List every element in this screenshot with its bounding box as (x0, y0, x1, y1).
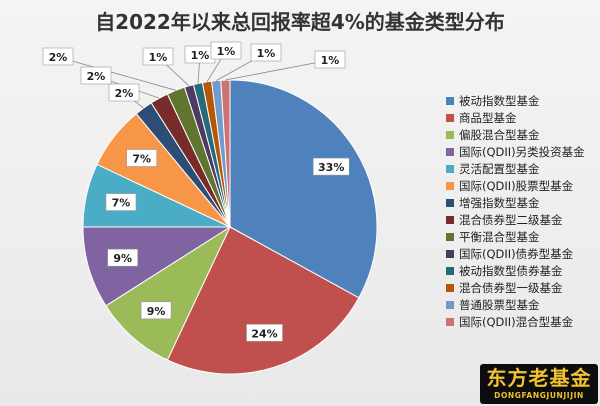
watermark-main-text: 东方老基金 (486, 366, 592, 390)
legend-item: 被动指数型债券基金 (446, 262, 598, 279)
data-label-box: 2% (108, 83, 140, 102)
data-label-box: 1% (314, 50, 346, 69)
data-label-background (126, 149, 157, 167)
data-label: 9% (113, 252, 132, 265)
legend-swatch (446, 317, 454, 326)
data-label: 24% (251, 327, 277, 340)
legend-item: 偏股混合型基金 (446, 126, 598, 143)
data-label: 2% (49, 51, 68, 64)
legend-item: 国际(QDII)另类投资基金 (446, 143, 598, 160)
legend-label: 国际(QDII)股票型基金 (459, 178, 574, 193)
data-label: 9% (147, 305, 166, 318)
data-label-background (140, 301, 172, 320)
chart-title: 自2022年以来总回报率超4%的基金类型分布 (95, 10, 505, 34)
data-label-background (142, 47, 174, 66)
pie-slice (229, 79, 378, 299)
data-label-background (80, 66, 112, 85)
pie-slice (105, 225, 232, 361)
legend-item: 普通股票型基金 (446, 296, 598, 313)
legend-swatch (446, 266, 454, 275)
chart-legend: 被动指数型基金 商品型基金偏股混合型基金国际(QDII)另类投资基金 灵活配置型基金… (446, 92, 598, 330)
data-label-box: 7% (126, 149, 157, 167)
data-label-box: 33% (312, 157, 350, 176)
data-label-background (42, 47, 74, 66)
legend-item: 混合债券型一级基金 (446, 279, 598, 296)
data-label-background (105, 193, 137, 211)
data-label-box: 1% (142, 47, 174, 66)
legend-item: 国际(QDII)债券型基金 (446, 245, 598, 262)
pie-slice (82, 226, 232, 307)
watermark-sub-text: DONGFANGJUNJIJIN (494, 391, 584, 400)
legend-item: 商品型基金 (446, 109, 598, 126)
leader-line (57, 56, 176, 91)
pie-data-labels: 33% 24% 9% 9% 7% 7% 2% 2% 2% 1% 1% 1% 1% 1% (42, 41, 350, 342)
legend-item: 灵活配置型基金 (446, 160, 598, 177)
pie-slice (166, 226, 360, 375)
legend-label: 国际(QDII)另类投资基金 (459, 144, 585, 159)
data-label: 2% (115, 87, 134, 100)
data-label: 1% (149, 51, 168, 64)
legend-swatch (446, 283, 454, 292)
data-label: 1% (191, 49, 210, 62)
legend-label: 国际(QDII)混合型基金 (459, 314, 574, 329)
data-label-box: 1% (184, 45, 216, 64)
legend-swatch (446, 113, 454, 122)
data-label: 2% (87, 70, 106, 83)
data-label-box: 2% (80, 66, 112, 85)
legend-swatch (446, 300, 454, 309)
legend-item: 增强指数型基金 (446, 194, 598, 211)
legend-swatch (446, 181, 454, 190)
legend-item: 国际(QDII)股票型基金 (446, 177, 598, 194)
data-label: 1% (321, 54, 340, 67)
legend-label: 灵活配置型基金 (459, 161, 540, 176)
data-label-background (210, 41, 242, 60)
legend-swatch (446, 147, 454, 156)
pie-slices (82, 79, 378, 375)
legend-swatch (446, 164, 454, 173)
brand-watermark-logo: 东方老基金 DONGFANGJUNJIJIN (480, 364, 598, 404)
data-label: 7% (112, 197, 131, 210)
legend-swatch (446, 215, 454, 224)
data-label-background (312, 157, 350, 176)
data-label: 33% (318, 161, 344, 174)
data-label-box: 2% (42, 47, 74, 66)
data-label-box: 9% (107, 248, 138, 267)
data-label-box: 24% (246, 323, 283, 342)
leader-line (225, 59, 331, 81)
data-label-box: 9% (140, 301, 172, 320)
data-label-background (108, 83, 140, 102)
data-label: 7% (132, 153, 151, 166)
data-label-background (246, 323, 283, 342)
legend-label: 平衡混合型基金 (459, 229, 540, 244)
legend-item: 国际(QDII)混合型基金 (446, 313, 598, 330)
legend-label: 偏股混合型基金 (459, 127, 540, 142)
data-label-box: 1% (210, 41, 242, 60)
legend-item: 平衡混合型基金 (446, 228, 598, 245)
data-label-background (314, 50, 346, 69)
data-label-box: 7% (105, 193, 137, 211)
legend-item: 混合债券型二级基金 (446, 211, 598, 228)
legend-swatch (446, 130, 454, 139)
legend-label: 商品型基金 (459, 110, 517, 125)
data-label-background (250, 43, 282, 62)
legend-label: 增强指数型基金 (459, 195, 540, 210)
data-label-background (107, 248, 138, 267)
legend-swatch (446, 249, 454, 258)
legend-swatch (446, 232, 454, 241)
legend-swatch (446, 96, 454, 105)
legend-item: 被动指数型基金 (446, 92, 598, 109)
legend-label: 普通股票型基金 (459, 297, 540, 312)
legend-label: 混合债券型二级基金 (459, 212, 563, 227)
legend-label: 混合债券型一级基金 (459, 280, 563, 295)
legend-swatch (446, 198, 454, 207)
legend-label: 被动指数型债券基金 (459, 263, 563, 278)
data-label: 1% (257, 47, 276, 60)
data-label-box: 1% (250, 43, 282, 62)
data-label: 1% (217, 45, 236, 58)
legend-label: 被动指数型基金 (459, 93, 540, 108)
legend-label: 国际(QDII)债券型基金 (459, 246, 574, 261)
